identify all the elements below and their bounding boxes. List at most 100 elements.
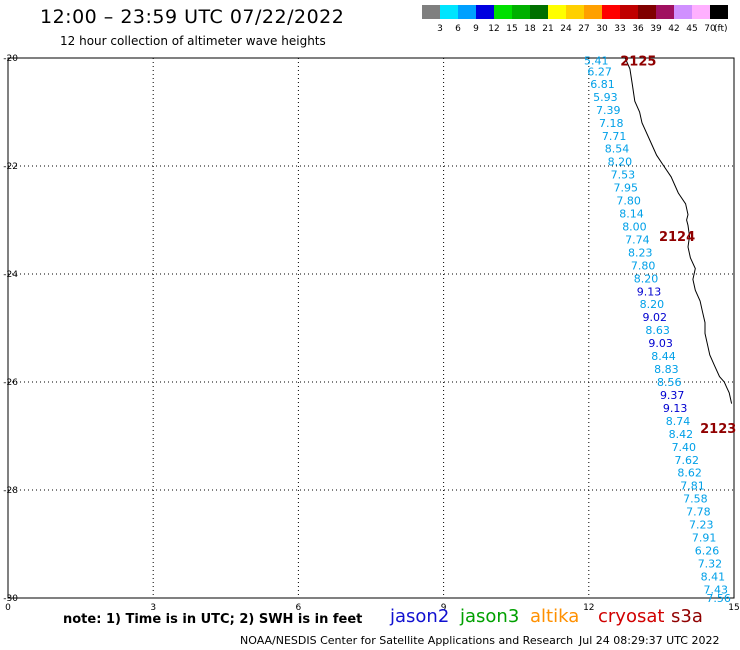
wave-height-label: 8.44 — [651, 350, 676, 363]
pass-time-label: 2123 — [700, 422, 736, 437]
colorbar-label: 42 — [668, 24, 679, 34]
wave-height-label: 7.39 — [596, 104, 621, 117]
wave-height-label: 7.40 — [672, 441, 697, 454]
wave-height-label: 8.83 — [654, 363, 679, 376]
colorbar-label: 39 — [650, 24, 662, 34]
credit-line: NOAA/NESDIS Center for Satellite Applica… — [240, 634, 574, 647]
colorbar-label: 36 — [632, 24, 644, 34]
wave-height-label: 5.41 — [584, 55, 609, 68]
wave-height-label: 8.00 — [622, 220, 647, 233]
legend-jason3: jason3 — [460, 606, 520, 627]
colorbar-swatch — [458, 5, 476, 19]
x-tick-label: 0 — [5, 603, 11, 613]
colorbar-swatch — [476, 5, 494, 19]
colorbar-label: 45 — [686, 24, 697, 34]
colorbar-swatch — [656, 5, 674, 19]
wave-height-label: 7.18 — [599, 117, 624, 130]
wave-height-label: 5.93 — [593, 91, 618, 104]
wave-height-label: 7.91 — [692, 532, 717, 545]
colorbar-swatch — [494, 5, 512, 19]
wave-height-label: 7.62 — [674, 454, 699, 467]
y-tick-label: -28 — [3, 486, 18, 496]
wave-height-label: 6.81 — [590, 78, 615, 91]
colorbar-label: 27 — [578, 24, 589, 34]
colorbar-label: 24 — [560, 24, 572, 34]
wave-height-label: 8.74 — [666, 415, 691, 428]
wave-height-label: 7.23 — [689, 519, 714, 532]
colorbar-swatch — [674, 5, 692, 19]
colorbar-label: 33 — [614, 24, 625, 34]
color-scale-bar: 3 6 9 12 15 18 21 24 27 30 33 36 39 42 45 70(ft) — [422, 5, 728, 34]
wave-height-label: 9.37 — [660, 389, 685, 402]
colorbar-swatch — [512, 5, 530, 19]
colorbar-swatch — [692, 5, 710, 19]
colorbar-label: 6 — [455, 24, 461, 34]
wave-height-label: 7.80 — [631, 259, 656, 272]
x-tick-label: 3 — [150, 603, 156, 613]
generated-timestamp: Jul 24 08:29:37 UTC 2022 — [579, 634, 720, 647]
wave-height-label: 6.26 — [695, 544, 720, 557]
legend-cryosat: cryosat — [598, 606, 665, 627]
wave-height-label: 7.71 — [602, 130, 627, 143]
colorbar-swatch — [566, 5, 584, 19]
wave-height-label: 8.56 — [657, 376, 682, 389]
wave-height-label: 7.78 — [686, 506, 711, 519]
colorbar-label: 30 — [596, 24, 608, 34]
colorbar-swatch — [602, 5, 620, 19]
colorbar-swatch — [530, 5, 548, 19]
colorbar-label: 18 — [524, 24, 536, 34]
coastline — [624, 57, 733, 404]
pass-time-label: 2125 — [620, 55, 656, 70]
colorbar-label: 70 — [704, 24, 716, 34]
legend-jason2: jason2 — [390, 606, 450, 627]
wave-height-label: 8.63 — [645, 324, 670, 337]
colorbar-swatch — [422, 5, 440, 19]
y-tick-label: -30 — [3, 594, 18, 604]
wave-height-label: 8.42 — [669, 428, 694, 441]
colorbar-label: 12 — [488, 24, 499, 34]
x-tick-label: 15 — [728, 603, 739, 613]
colorbar-label: 3 — [437, 24, 443, 34]
wave-height-label: 8.20 — [640, 298, 665, 311]
wave-height-label: 9.03 — [648, 337, 673, 350]
colorbar-swatch — [548, 5, 566, 19]
wave-height-label: 8.62 — [677, 467, 702, 480]
legend-s3a: s3a — [671, 606, 703, 627]
x-tick-label: 6 — [296, 603, 302, 613]
wave-height-label: 7.81 — [680, 480, 705, 493]
wave-height-label: 7.80 — [616, 195, 641, 208]
y-tick-label: -26 — [3, 378, 18, 388]
colorbar-swatch — [584, 5, 602, 19]
wave-height-label: 8.54 — [605, 143, 630, 156]
wave-height-label: 9.13 — [663, 402, 688, 415]
wave-height-label: 9.02 — [643, 311, 668, 324]
footnote: note: 1) Time is in UTC; 2) SWH is in fe… — [63, 612, 363, 627]
chart-subtitle: 12 hour collection of altimeter wave hei… — [60, 34, 326, 48]
y-tick-label: -24 — [3, 270, 18, 280]
pass-time-label: 2124 — [659, 230, 695, 245]
plot-frame — [7, 57, 735, 599]
y-tick-label: -22 — [3, 162, 18, 172]
chart-title: 12:00 – 23:59 UTC 07/22/2022 — [40, 6, 345, 28]
wave-height-label: 8.23 — [628, 246, 653, 259]
wave-height-label: 8.41 — [701, 570, 726, 583]
wave-height-label: 7.74 — [625, 233, 650, 246]
x-tick-label: 12 — [583, 603, 594, 613]
wave-height-label: 7.95 — [613, 182, 638, 195]
colorbar-label: 21 — [542, 24, 553, 34]
wave-height-label: 7.58 — [683, 493, 708, 506]
wave-height-label: 7.56 — [706, 592, 731, 605]
wave-height-label: 9.13 — [637, 285, 662, 298]
wave-height-label: 8.14 — [619, 208, 644, 221]
colorbar-swatch — [620, 5, 638, 19]
wave-height-label: 6.27 — [587, 66, 612, 79]
wave-height-label: 8.20 — [634, 272, 659, 285]
colorbar-label: 9 — [473, 24, 479, 34]
colorbar-swatch — [638, 5, 656, 19]
wave-height-label: 8.20 — [608, 156, 633, 169]
y-tick-label: -20 — [3, 54, 18, 64]
colorbar-label: 15 — [506, 24, 517, 34]
colorbar-swatch — [440, 5, 458, 19]
wave-height-label: 7.43 — [704, 583, 729, 596]
